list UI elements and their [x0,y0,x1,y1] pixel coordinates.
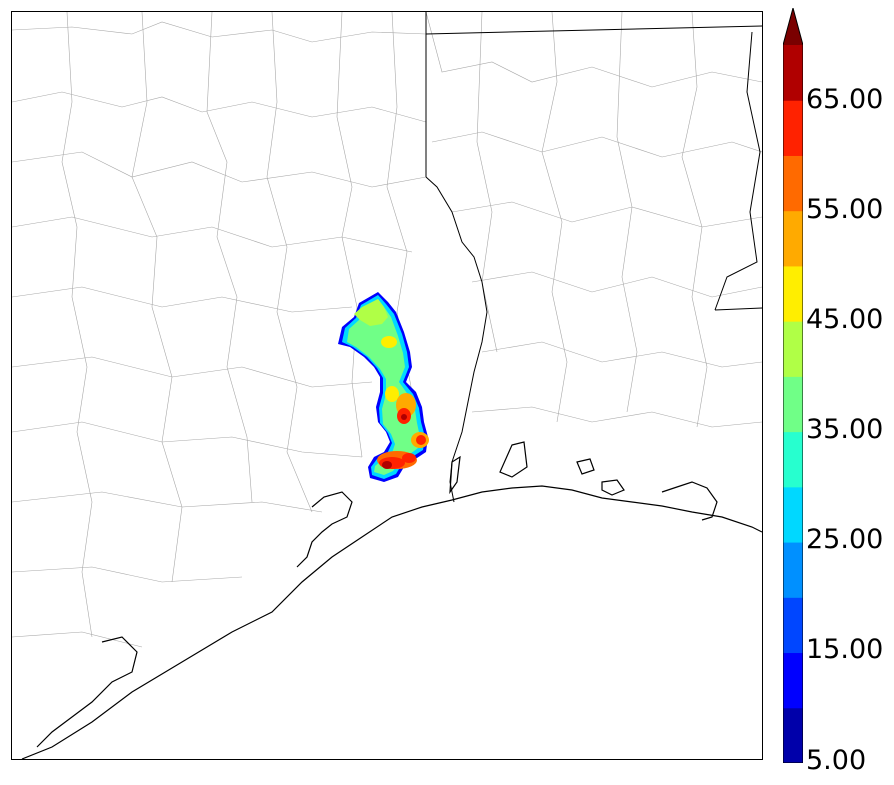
colorbar-segment [783,542,803,598]
colorbar-label-45: 45.00 [806,304,884,335]
colorbar-segment [783,376,803,433]
cell-dark-a [401,414,407,420]
colorbar-segment [783,100,803,156]
colorbar-segment [783,652,803,709]
map-canvas [12,12,762,759]
map-panel [11,11,763,760]
cell-red-b [416,435,426,445]
cell-red-d [402,453,416,463]
colorbar-label-15: 15.00 [806,634,884,665]
echo-35dbz [347,299,420,475]
echo-40dbz-north [354,299,388,326]
cell-yellow-b [385,386,399,402]
colorbar-label-25: 25.00 [806,524,884,555]
cell-yellow-a [381,336,397,348]
colorbar-label-5: 5.00 [806,745,867,776]
cell-dark-c [382,461,392,469]
colorbar-extend-arrow [783,8,803,45]
colorbar-svg [782,6,804,764]
colorbar-segment [783,45,803,101]
colorbar-segment [783,155,803,212]
colorbar-segment [783,321,803,377]
colorbar-label-35: 35.00 [806,414,884,445]
county-lines [12,12,762,648]
reflectivity-echo [338,292,429,482]
colorbar-label-65: 65.00 [806,84,884,115]
colorbar-segment [783,265,803,322]
colorbar-segment [783,597,803,654]
colorbar-segment [783,486,803,543]
coastline [21,441,762,759]
state-lines [425,12,762,503]
colorbar-segment [783,707,803,764]
colorbar-segment [783,431,803,488]
colorbar [782,6,804,764]
colorbar-segment [783,210,803,267]
colorbar-label-55: 55.00 [806,194,884,225]
